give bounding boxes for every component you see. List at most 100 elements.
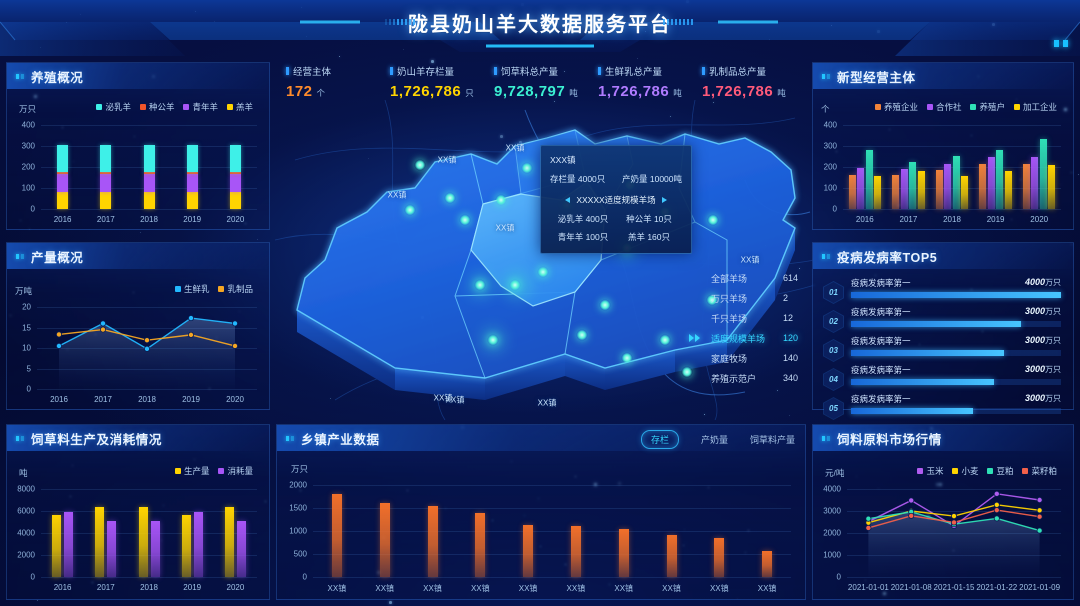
bar[interactable] — [236, 520, 246, 577]
bar[interactable] — [1031, 156, 1039, 209]
bar[interactable] — [107, 520, 117, 577]
map-marker[interactable] — [621, 352, 633, 364]
tooltip-next-arrow[interactable] — [661, 197, 667, 203]
legend-item[interactable]: 菜籽粕 — [1022, 465, 1057, 477]
bar[interactable] — [193, 512, 203, 577]
map-marker[interactable] — [576, 329, 588, 341]
township-tab-group[interactable]: 存栏 产奶量 饲草料产量 — [640, 430, 795, 449]
legend-item[interactable]: 羔羊 — [226, 101, 253, 113]
x-tick-label: 2016 — [53, 215, 72, 224]
bar[interactable] — [874, 176, 882, 209]
stacked-bar[interactable] — [57, 144, 69, 209]
legend-item[interactable]: 生鲜乳 — [174, 283, 210, 295]
bar[interactable] — [996, 150, 1004, 209]
bar[interactable] — [961, 176, 969, 209]
bar[interactable] — [618, 529, 629, 577]
legend-item[interactable]: 生产量 — [174, 465, 209, 477]
bar[interactable] — [95, 506, 105, 577]
bar[interactable] — [987, 156, 995, 209]
chart-legend: 生鲜乳 乳制品 — [174, 283, 253, 295]
map-marker[interactable] — [659, 334, 671, 346]
stacked-bar[interactable] — [229, 144, 241, 209]
bar[interactable] — [52, 515, 62, 577]
bar[interactable] — [523, 525, 534, 577]
tooltip-prev-arrow[interactable] — [565, 197, 571, 203]
legend-item[interactable]: 加工企业 — [1013, 101, 1057, 113]
bar[interactable] — [935, 169, 943, 209]
stacked-bar[interactable] — [186, 144, 198, 209]
stacked-bar[interactable] — [100, 144, 112, 209]
map-marker[interactable] — [509, 279, 521, 291]
bar[interactable] — [979, 164, 987, 209]
bar[interactable] — [150, 520, 160, 577]
bar[interactable] — [892, 174, 900, 209]
x-tick-label: 2019 — [183, 215, 202, 224]
map-marker[interactable] — [681, 366, 693, 378]
bar[interactable] — [848, 174, 856, 209]
legend-color-icon — [218, 286, 225, 292]
map-marker[interactable] — [404, 204, 416, 216]
bar[interactable] — [1039, 138, 1047, 209]
bar[interactable] — [944, 163, 952, 209]
kpi-value: 1,726,786 吨 — [702, 83, 787, 100]
panel-marker-icon — [822, 73, 830, 79]
legend-item[interactable]: 养殖户 — [970, 101, 1005, 113]
bar[interactable] — [181, 515, 191, 577]
bar[interactable] — [666, 535, 677, 577]
bar[interactable] — [331, 494, 342, 577]
bar[interactable] — [762, 550, 773, 577]
legend-item[interactable]: 养殖企业 — [874, 101, 918, 113]
bar[interactable] — [138, 506, 148, 577]
x-tick-label: XX镇 — [566, 584, 586, 593]
disease-bar-fill — [851, 292, 1061, 298]
bar[interactable] — [909, 162, 917, 209]
legend-item[interactable]: 小麦 — [952, 465, 978, 477]
bar[interactable] — [1004, 170, 1012, 209]
legend-item[interactable]: 消耗量 — [218, 465, 253, 477]
legend-item[interactable]: 乳制品 — [218, 283, 253, 295]
map-marker[interactable] — [444, 192, 456, 204]
legend-label: 生鲜乳 — [183, 284, 210, 294]
page-title: 陇县奶山羊大数据服务平台 — [408, 14, 672, 36]
y-tick-label: 2000 — [289, 480, 307, 490]
map-marker[interactable] — [706, 294, 718, 306]
bar[interactable] — [1022, 164, 1030, 209]
map-marker[interactable] — [537, 266, 549, 278]
stacked-bar[interactable] — [143, 144, 155, 209]
bar[interactable] — [900, 168, 908, 209]
kpi-bullet-icon — [702, 67, 705, 75]
legend-item[interactable]: 泌乳羊 — [96, 101, 131, 113]
map-marker[interactable] — [487, 334, 499, 346]
bar[interactable] — [570, 525, 581, 577]
legend-item[interactable]: 玉米 — [917, 465, 943, 477]
map-marker[interactable] — [474, 279, 486, 291]
map-marker[interactable] — [599, 299, 611, 311]
map-container[interactable]: XX镇 XX镇 XX镇 XX镇 XX镇 XX镇 XX镇 XX镇 XXX镇 存栏量 4000只 … — [275, 100, 815, 420]
bar[interactable] — [427, 506, 438, 577]
map-marker[interactable] — [414, 159, 426, 171]
township-tab-1[interactable]: 产奶量 — [700, 435, 728, 445]
bar[interactable] — [1048, 165, 1056, 209]
bar[interactable] — [857, 168, 865, 209]
x-tick-label: 2021-01-09 — [1019, 583, 1061, 592]
legend-item[interactable]: 种公羊 — [139, 101, 174, 113]
bar[interactable] — [917, 170, 925, 209]
bar[interactable] — [379, 503, 390, 577]
panel-breeding-title: 养殖概况 — [31, 70, 84, 85]
bar[interactable] — [224, 506, 234, 577]
bar[interactable] — [865, 150, 873, 209]
township-tab-2[interactable]: 饲草料产量 — [749, 435, 795, 445]
map-marker[interactable] — [521, 162, 533, 174]
bar[interactable] — [64, 512, 74, 577]
bar[interactable] — [952, 156, 960, 209]
map-marker[interactable] — [459, 214, 471, 226]
legend-item[interactable]: 合作社 — [926, 101, 961, 113]
kpi-label: 经营主体 — [286, 64, 390, 78]
map-marker[interactable] — [495, 194, 507, 206]
map-marker[interactable] — [707, 214, 719, 226]
legend-item[interactable]: 豆粕 — [987, 465, 1013, 477]
bar[interactable] — [714, 538, 725, 577]
legend-item[interactable]: 青年羊 — [183, 101, 218, 113]
bar[interactable] — [475, 512, 486, 577]
township-tab-0[interactable]: 存栏 — [640, 430, 679, 449]
